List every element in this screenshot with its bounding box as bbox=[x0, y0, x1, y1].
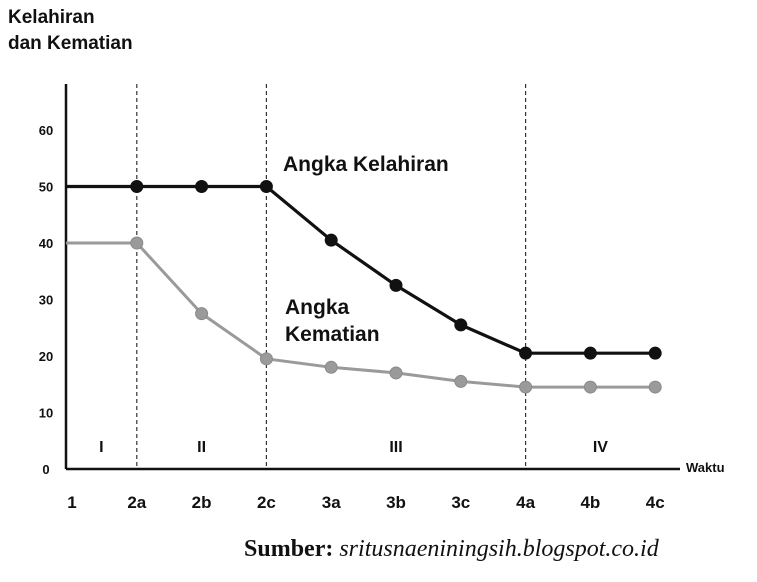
x-tick-label: 2a bbox=[127, 493, 146, 512]
x-axis-title: Waktu bbox=[686, 460, 725, 475]
y-tick-label: 40 bbox=[39, 236, 53, 251]
demographic-transition-chart: Kelahiran dan Kematian 0 10 20 30 40 50 60 1 2a 2… bbox=[8, 7, 725, 512]
x-tick-label: 4c bbox=[646, 493, 665, 512]
phase-label: I bbox=[99, 439, 103, 456]
birth-rate-point bbox=[454, 318, 468, 332]
death-rate-point bbox=[130, 236, 144, 250]
y-tick-label: 50 bbox=[39, 180, 53, 195]
birth-rate-point bbox=[583, 346, 597, 360]
death-rate-point bbox=[324, 360, 338, 374]
birth-rate-point bbox=[324, 233, 338, 247]
death-rate-point bbox=[519, 380, 533, 394]
death-rate-point bbox=[389, 366, 403, 380]
death-rate-point bbox=[454, 374, 468, 388]
series-lines bbox=[66, 184, 656, 389]
death-rate-point bbox=[583, 380, 597, 394]
x-axis-title: Waktu bbox=[686, 460, 725, 475]
x-tick-label: 4a bbox=[516, 493, 535, 512]
birth-rate-point bbox=[389, 278, 403, 292]
series-labels: Angka Kelahiran Angka Kematian bbox=[283, 153, 449, 346]
source-label: Sumber: bbox=[244, 536, 334, 562]
source-text: sritusnaeniningsih.blogspot.co.id bbox=[339, 536, 659, 562]
x-tick-label: 1 bbox=[67, 493, 76, 512]
y-tick-label: 0 bbox=[42, 462, 49, 477]
phase-label: III bbox=[389, 439, 402, 456]
death-rate-point bbox=[195, 307, 209, 321]
death-rate-point bbox=[648, 380, 662, 394]
birth-rate-point bbox=[259, 180, 273, 193]
phase-label: II bbox=[197, 439, 206, 456]
death-rate-label: Angka bbox=[285, 296, 350, 319]
birth-rate-line bbox=[66, 184, 656, 355]
birth-rate-label: Angka Kelahiran bbox=[283, 153, 449, 176]
death-rate-label: Kematian bbox=[285, 323, 380, 346]
x-tick-label: 3a bbox=[322, 493, 341, 512]
x-tick-label: 2b bbox=[192, 493, 212, 512]
phase-labels: I II III IV bbox=[99, 439, 608, 456]
birth-rate-point bbox=[195, 180, 209, 193]
x-tick-label: 3c bbox=[451, 493, 470, 512]
y-tick-labels: 0 10 20 30 40 50 60 bbox=[39, 123, 53, 477]
y-tick-label: 10 bbox=[39, 406, 53, 421]
source-credit: Sumber: sritusnaeniningsih.blogspot.co.i… bbox=[244, 536, 659, 563]
x-tick-label: 3b bbox=[386, 493, 406, 512]
death-rate-point bbox=[259, 352, 273, 366]
x-tick-label: 2c bbox=[257, 493, 276, 512]
axes bbox=[64, 84, 680, 471]
phase-label: IV bbox=[593, 439, 608, 456]
y-tick-label: 60 bbox=[39, 123, 53, 138]
x-tick-labels: 1 2a 2b 2c 3a 3b 3c 4a 4b 4c bbox=[67, 493, 664, 512]
death-rate-line bbox=[66, 241, 656, 389]
y-axis-title: Kelahiran dan Kematian bbox=[8, 7, 133, 54]
birth-rate-point bbox=[130, 180, 144, 193]
birth-rate-point bbox=[519, 346, 533, 360]
y-tick-label: 20 bbox=[39, 349, 53, 364]
series-markers bbox=[130, 180, 662, 394]
y-tick-label: 30 bbox=[39, 293, 53, 308]
x-tick-label: 4b bbox=[580, 493, 600, 512]
y-axis-title-line: dan Kematian bbox=[8, 33, 133, 54]
phase-dividers bbox=[136, 84, 527, 469]
birth-rate-point bbox=[648, 346, 662, 360]
y-axis-title-line: Kelahiran bbox=[8, 7, 95, 28]
